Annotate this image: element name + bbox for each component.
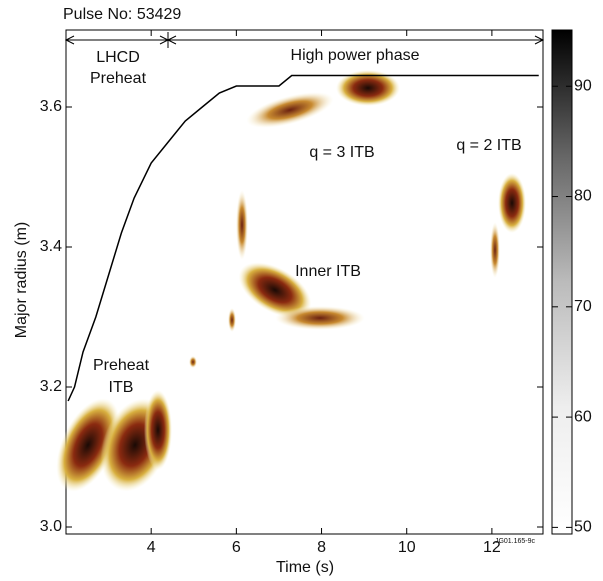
y-tick-label: 3.4: [40, 238, 62, 255]
y-tick-label: 3.0: [40, 518, 62, 535]
y-tick-label: 3.6: [40, 98, 62, 115]
heatmap-blobs: [56, 70, 526, 492]
annotation: q = 2 ITB: [456, 137, 521, 154]
colorbar-tick-label: 50: [574, 519, 592, 536]
annotation: High power phase: [291, 47, 420, 64]
image-code: JG01.165-9c: [495, 538, 536, 545]
y-axis-label: Major radius (m): [13, 222, 30, 338]
boundary-line: [67, 74, 539, 402]
annotation: Preheat: [90, 70, 147, 87]
annotation: Inner ITB: [295, 263, 361, 280]
x-tick-label: 4: [147, 539, 156, 556]
annotation: LHCD: [96, 49, 140, 66]
x-tick-label: 6: [232, 539, 241, 556]
phase-arrows: [64, 32, 545, 48]
x-tick-label: 12: [483, 539, 501, 556]
x-tick-label: 10: [398, 539, 416, 556]
x-tick-label: 8: [317, 539, 326, 556]
chart-title: Pulse No: 53429: [63, 6, 181, 23]
x-axis-label: Time (s): [276, 559, 334, 576]
annotation: q = 3 ITB: [309, 144, 374, 161]
annotation: ITB: [109, 379, 134, 396]
colorbar-tick-label: 80: [574, 188, 592, 205]
y-tick-label: 3.2: [40, 378, 62, 395]
colorbar: [551, 29, 573, 535]
colorbar-tick-label: 60: [574, 408, 592, 425]
colorbar-tick-label: 90: [574, 77, 592, 94]
colorbar-tick-label: 70: [574, 298, 592, 315]
annotation: Preheat: [93, 357, 150, 374]
